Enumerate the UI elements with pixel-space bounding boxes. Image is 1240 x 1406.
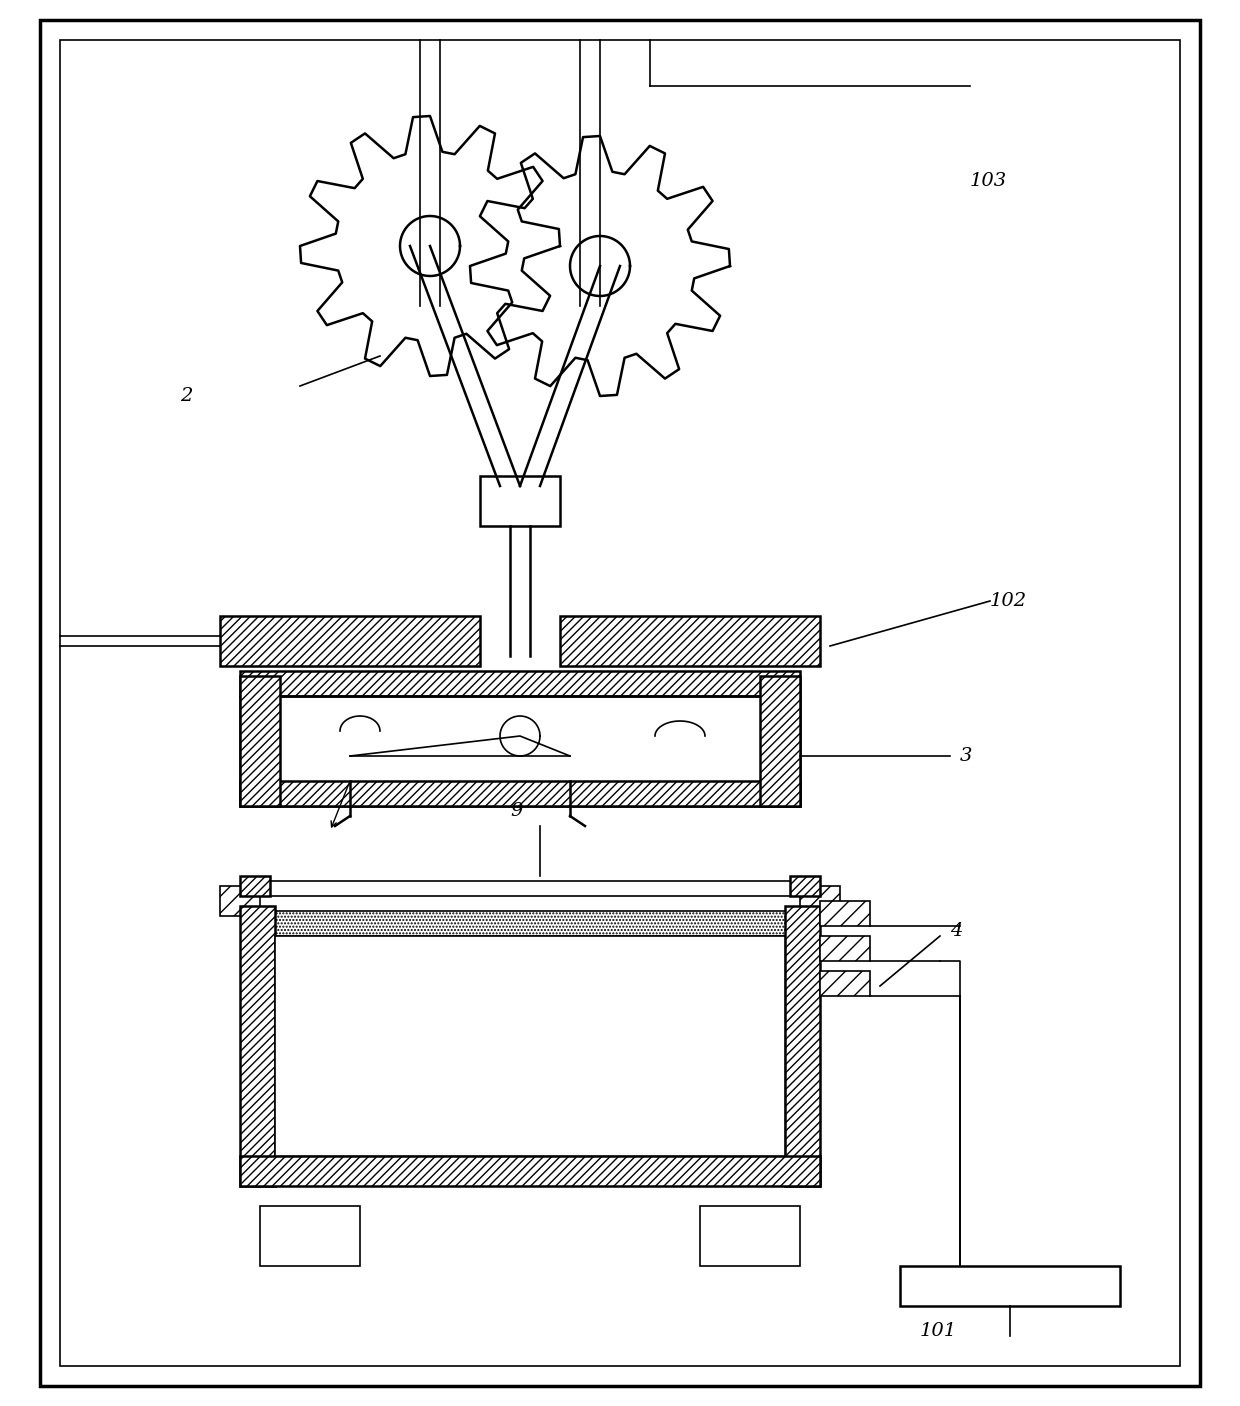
Bar — [219, 886, 260, 915]
Bar — [241, 671, 800, 696]
Bar — [241, 696, 800, 806]
Bar — [820, 936, 870, 960]
Text: 102: 102 — [990, 592, 1027, 610]
Text: 2: 2 — [180, 387, 192, 405]
Bar — [219, 616, 480, 666]
Text: 101: 101 — [920, 1322, 957, 1340]
Text: 4: 4 — [950, 922, 962, 941]
Bar — [900, 1265, 1120, 1306]
Bar — [241, 780, 800, 806]
Bar — [701, 1206, 800, 1265]
Bar — [241, 905, 275, 1187]
Bar — [260, 1206, 360, 1265]
Bar — [241, 676, 280, 806]
Bar — [785, 905, 820, 1187]
Text: 103: 103 — [970, 172, 1007, 190]
Text: 3: 3 — [960, 747, 972, 765]
Bar — [790, 876, 820, 896]
Bar — [241, 1156, 820, 1187]
Bar — [275, 936, 785, 1156]
Bar — [480, 477, 560, 526]
Bar — [800, 886, 839, 915]
Bar — [241, 876, 270, 896]
Bar — [820, 901, 870, 927]
Bar — [760, 676, 800, 806]
Bar — [820, 972, 870, 995]
Bar — [270, 911, 790, 936]
Bar — [560, 616, 820, 666]
Text: 9: 9 — [510, 801, 522, 820]
